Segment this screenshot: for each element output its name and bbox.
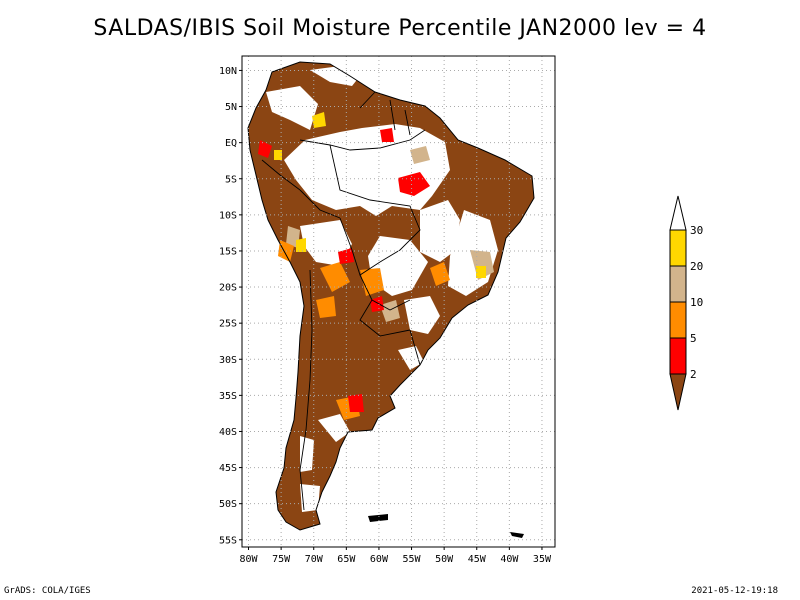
percentile-2-5-patches: [258, 128, 430, 412]
lat-tick-label: 20S: [219, 283, 237, 294]
lat-tick-label: 5N: [225, 102, 237, 113]
lat-tick-label: 35S: [219, 391, 237, 402]
legend-label: 10: [690, 296, 703, 309]
falkland-islands: [368, 514, 388, 522]
lat-tick-label: 50S: [219, 499, 237, 510]
longitude-axis: 80W 75W 70W 65W 60W 55W 50W 45W 40W 35W: [239, 547, 552, 565]
lon-tick-label: 70W: [305, 554, 324, 565]
footer-credit: GrADS: COLA/IGES: [4, 586, 91, 596]
lon-tick-label: 80W: [239, 554, 258, 565]
lon-tick-label: 65W: [337, 554, 356, 565]
lat-tick-label: 55S: [219, 535, 237, 546]
legend-swatch: [669, 337, 687, 375]
legend-label: 5: [690, 332, 697, 345]
legend-label: 30: [690, 224, 703, 237]
percentile-20-30-patches: [274, 112, 486, 278]
south-georgia: [510, 532, 524, 538]
lat-tick-label: 15S: [219, 246, 237, 257]
color-legend: 30 20 10 5 2: [669, 195, 703, 411]
legend-arrow-bottom: [669, 373, 687, 411]
legend-swatch: [669, 229, 687, 267]
soil-moisture-field: [247, 61, 535, 538]
lat-tick-label: 10S: [219, 210, 237, 221]
lon-tick-label: 55W: [403, 554, 422, 565]
lat-tick-label: 10N: [219, 66, 237, 77]
legend-arrow-top: [669, 195, 687, 231]
lon-tick-label: 45W: [468, 554, 487, 565]
map-title: SALDAS/IBIS Soil Moisture Percentile JAN…: [93, 16, 707, 41]
legend-label: 2: [690, 368, 697, 381]
lat-tick-label: 25S: [219, 319, 237, 330]
legend-swatch: [669, 301, 687, 339]
lon-tick-label: 40W: [500, 554, 519, 565]
lon-tick-label: 60W: [370, 554, 389, 565]
lat-tick-label: 30S: [219, 355, 237, 366]
coastline: [247, 61, 535, 531]
legend-label: 20: [690, 260, 703, 273]
percentile-5-10-patches: [278, 240, 450, 420]
lat-tick-label: EQ: [225, 138, 237, 149]
lat-tick-label: 40S: [219, 427, 237, 438]
footer-timestamp: 2021-05-12-19:18: [691, 586, 778, 596]
lon-tick-label: 50W: [435, 554, 454, 565]
country-borders: [261, 91, 426, 511]
legend-swatch: [669, 265, 687, 303]
map-gridlines: [242, 56, 555, 547]
map-frame: [241, 55, 556, 548]
lon-tick-label: 35W: [533, 554, 552, 565]
latitude-axis: 10N 5N EQ 5S 10S 15S 20S 25S 30S 35S 40S 45S 50S 55S: [219, 66, 242, 546]
lon-tick-label: 75W: [272, 554, 291, 565]
lat-tick-label: 5S: [225, 174, 237, 185]
lat-tick-label: 45S: [219, 463, 237, 474]
